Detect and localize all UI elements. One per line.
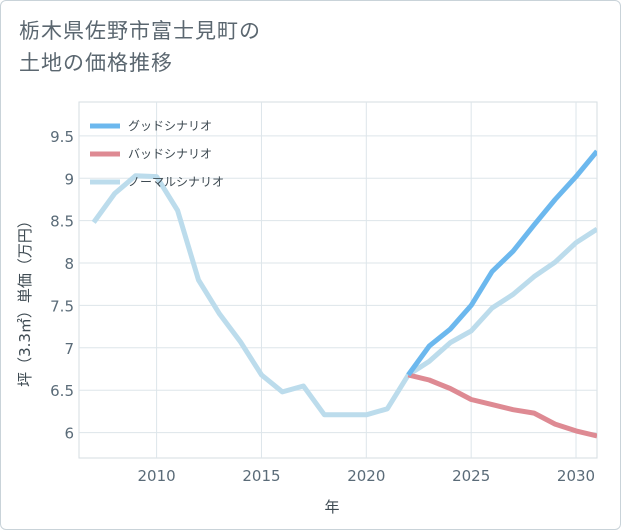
legend-item-normal[interactable]: ノーマルシナリオ (90, 175, 224, 189)
x-tick-label: 2015 (242, 467, 280, 485)
y-tick-label: 6.5 (50, 382, 74, 400)
legend-label: グッドシナリオ (128, 119, 212, 133)
x-tick-label: 2030 (557, 467, 595, 485)
x-tick-label: 2025 (452, 467, 490, 485)
x-tick-label: 2020 (347, 467, 385, 485)
plot-area (78, 101, 598, 459)
y-tick-labels: 6 6.5 7 7.5 8 8.5 9 9.5 (50, 128, 74, 443)
y-tick-label: 7 (64, 340, 74, 358)
y-tick-label: 7.5 (50, 297, 74, 315)
legend-item-bad[interactable]: バッドシナリオ (90, 147, 212, 161)
y-tick-label: 8 (64, 255, 74, 273)
y-tick-label: 9 (64, 170, 74, 188)
grid-lines (79, 102, 597, 458)
legend-label: バッドシナリオ (128, 147, 212, 161)
normal-scenario-line (91, 173, 597, 418)
legend-item-good[interactable]: グッドシナリオ (90, 119, 212, 133)
y-tick-label: 6 (64, 425, 74, 443)
y-tick-label: 9.5 (50, 128, 74, 146)
x-axis-title: 年 (324, 498, 339, 516)
bad-scenario-line (407, 372, 597, 439)
chart-title: 栃木県佐野市富士見町の 土地の価格推移 (19, 15, 419, 79)
chart-title-line1: 栃木県佐野市富士見町の (19, 19, 261, 43)
x-tick-label: 2010 (138, 467, 176, 485)
y-tick-label: 8.5 (50, 213, 74, 231)
x-tick-labels: 2010 2015 2020 2025 2030 (138, 467, 596, 485)
good-scenario-line (406, 149, 597, 377)
series-lines (91, 149, 597, 439)
y-axis-title: 坪（3.3㎡）単価（万円） (16, 213, 34, 387)
legend-label: ノーマルシナリオ (128, 175, 224, 189)
chart-title-line2: 土地の価格推移 (19, 51, 173, 75)
